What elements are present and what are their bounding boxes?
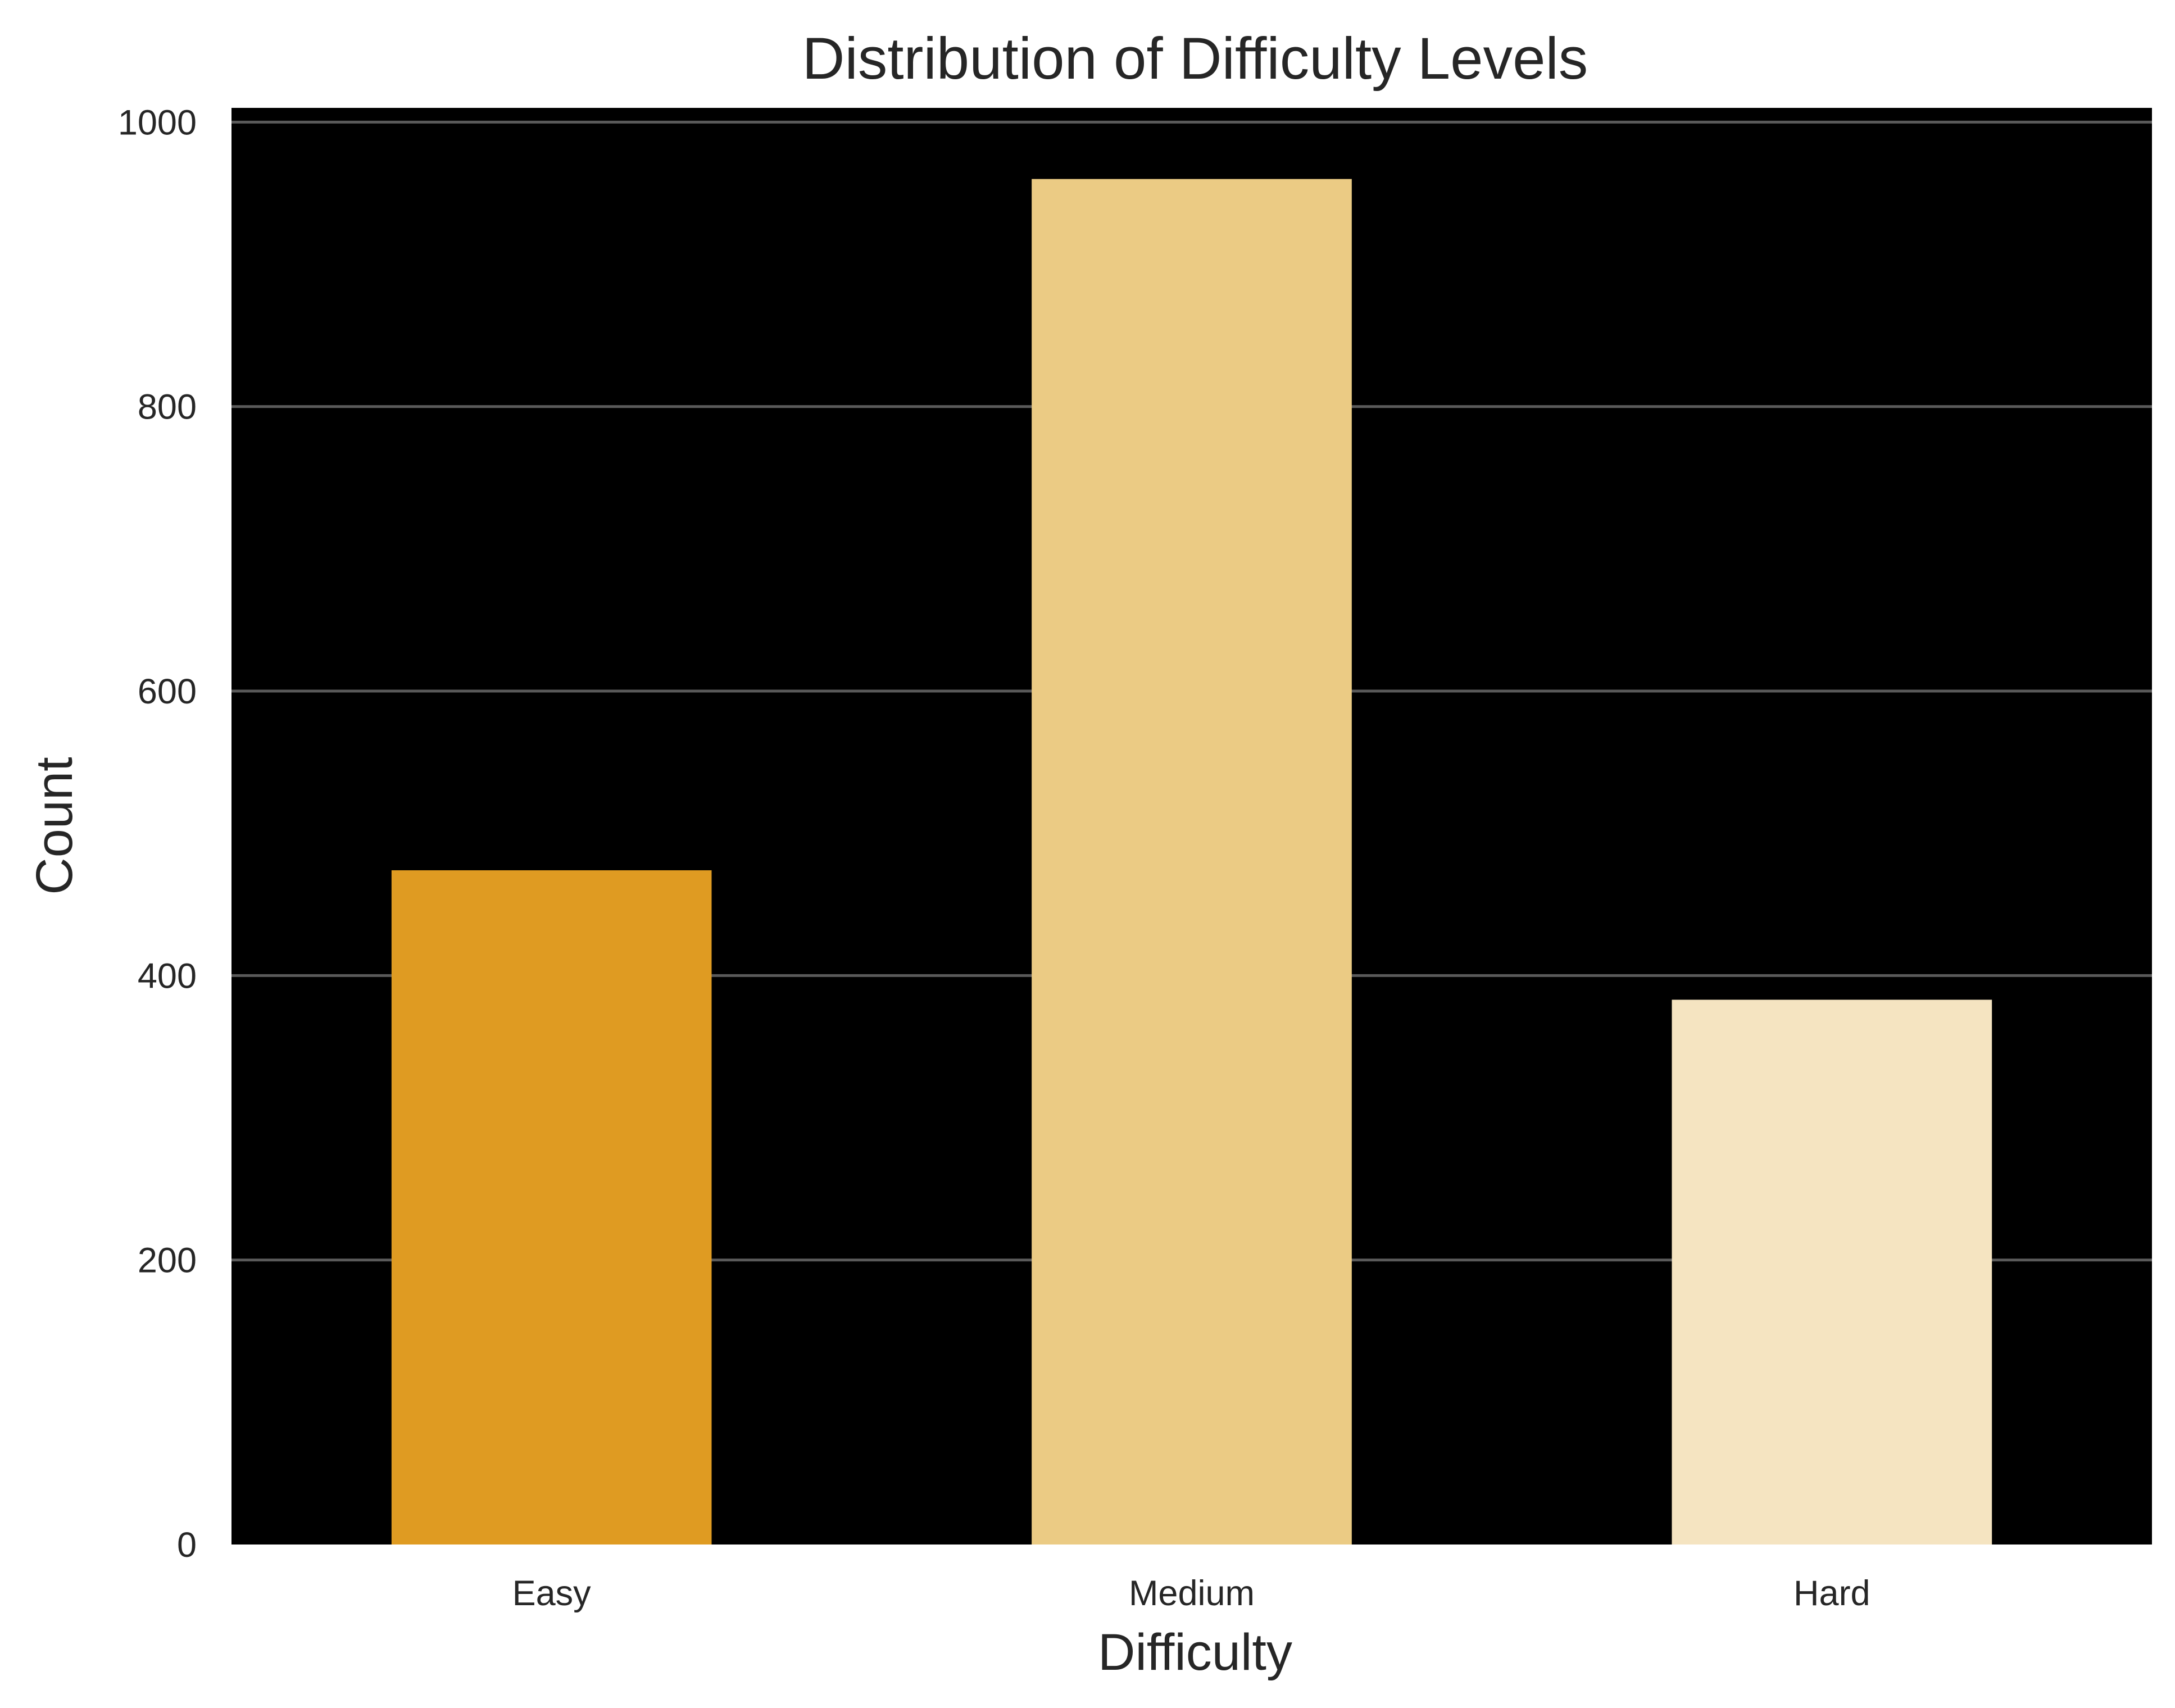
x-axis-label: Difficulty bbox=[1098, 1624, 1292, 1681]
bars bbox=[391, 179, 1992, 1545]
bar-hard bbox=[1672, 1000, 1992, 1545]
y-tick-label: 200 bbox=[138, 1241, 197, 1280]
chart-title: Distribution of Difficulty Levels bbox=[802, 26, 1588, 92]
y-tick-label: 800 bbox=[138, 388, 197, 427]
x-axis-ticks: Easy Medium Hard bbox=[512, 1574, 1870, 1613]
y-tick-label: 0 bbox=[177, 1525, 197, 1565]
x-tick-label-easy: Easy bbox=[512, 1574, 592, 1613]
y-axis-ticks: 0 200 400 600 800 1000 bbox=[118, 103, 197, 1565]
bar-medium bbox=[1032, 179, 1352, 1545]
bar-easy bbox=[391, 870, 712, 1545]
y-tick-label: 1000 bbox=[118, 103, 197, 142]
y-tick-label: 400 bbox=[138, 956, 197, 996]
x-tick-label-hard: Hard bbox=[1793, 1574, 1870, 1613]
y-tick-label: 600 bbox=[138, 672, 197, 711]
y-axis-label: Count bbox=[26, 757, 83, 895]
x-tick-label-medium: Medium bbox=[1129, 1574, 1255, 1613]
